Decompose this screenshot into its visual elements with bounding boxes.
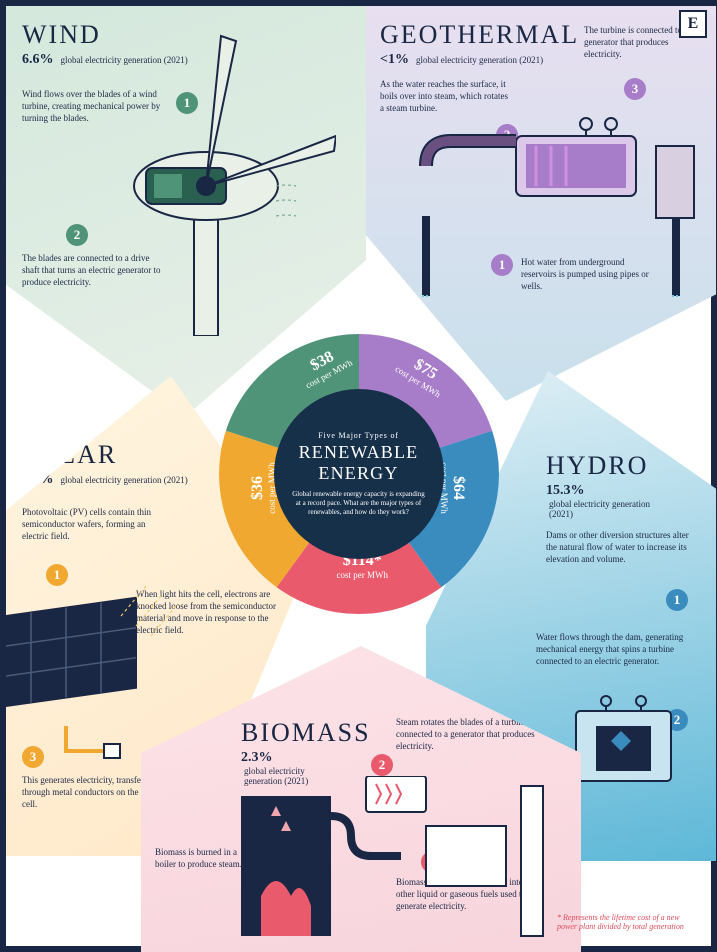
geo-pct-label: global electricity generation (2021) bbox=[416, 55, 543, 65]
center-title-2: ENERGY bbox=[318, 463, 398, 484]
cost-hydro-amt: $64 bbox=[448, 462, 466, 514]
cost-solar-amt: $36 bbox=[248, 462, 266, 514]
biomass-pct: 2.3% bbox=[241, 750, 273, 765]
hydro-pct-label: global electricity generation (2021) bbox=[549, 499, 659, 519]
hydro-pct: 15.3% bbox=[546, 483, 585, 498]
biomass-plant-icon bbox=[201, 776, 561, 952]
center-disc: Five Major Types of RENEWABLE ENERGY Glo… bbox=[274, 389, 444, 559]
geo-plant-icon bbox=[376, 96, 706, 306]
hydro-badge-1: 1 bbox=[666, 589, 688, 611]
footnote: * Represents the lifetime cost of a new … bbox=[557, 913, 697, 932]
wind-turbine-icon bbox=[76, 16, 336, 336]
center-subtitle: Global renewable energy capacity is expa… bbox=[288, 490, 430, 517]
cost-ring: $38cost per MWh $75cost per MWh $64cost … bbox=[209, 324, 509, 624]
hydro-step1-text: Dams or other diversion structures alter… bbox=[546, 529, 696, 565]
solar-pct-label: global electricity generation (2021) bbox=[61, 475, 188, 485]
solar-step1-text: Photovoltaic (PV) cells contain thin sem… bbox=[22, 506, 167, 542]
wind-pct: 6.6% bbox=[22, 52, 54, 67]
logo-badge: E bbox=[679, 10, 707, 38]
solar-pct: 3.7% bbox=[22, 472, 54, 487]
geo-title: GEOTHERMAL bbox=[380, 20, 579, 50]
hydro-step2-text: Water flows through the dam, generating … bbox=[536, 631, 691, 667]
center-title-1: RENEWABLE bbox=[299, 442, 419, 463]
biomass-badge-2: 2 bbox=[371, 754, 393, 776]
biomass-title: BIOMASS bbox=[241, 718, 371, 748]
solar-title: SOLAR bbox=[22, 440, 188, 470]
cost-biomass-label: cost per MWh bbox=[337, 570, 389, 580]
center-pretitle: Five Major Types of bbox=[318, 431, 399, 440]
hydro-title: HYDRO bbox=[546, 451, 659, 481]
geo-pct: <1% bbox=[380, 52, 409, 67]
